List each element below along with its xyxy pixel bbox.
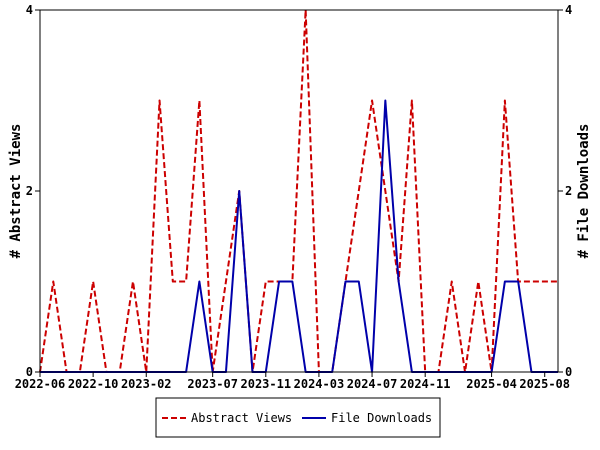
x-axis: 2022-06 2022-10 2023-02 2023-07 2023-11 2024-… [15, 372, 570, 391]
y-right-tick-label: 4 [565, 3, 572, 17]
x-tick-label: 2023-07 [187, 377, 238, 391]
legend-label-abstract-views: Abstract Views [191, 411, 292, 425]
y-right-tick-label: 0 [565, 365, 572, 379]
x-tick-label: 2025-08 [519, 377, 570, 391]
y-right-axis-title: # File Downloads [576, 124, 592, 259]
y-right-axis: 0 2 4 [558, 3, 572, 379]
y-left-tick-label: 4 [26, 3, 33, 17]
y-left-tick-label: 2 [26, 184, 33, 198]
y-left-tick-label: 0 [26, 365, 33, 379]
y-left-axis-title: # Abstract Views [8, 124, 24, 259]
x-tick-label: 2022-06 [15, 377, 66, 391]
y-right-tick-label: 2 [565, 184, 572, 198]
legend-label-file-downloads: File Downloads [331, 411, 432, 425]
x-tick-label: 2024-07 [347, 377, 398, 391]
legend: Abstract Views File Downloads [155, 397, 441, 438]
x-tick-label: 2025-04 [466, 377, 517, 391]
x-tick-label: 2023-02 [121, 377, 172, 391]
x-tick-label: 2024-03 [294, 377, 345, 391]
x-tick-label: 2022-10 [68, 377, 119, 391]
x-tick-label: 2023-11 [241, 377, 292, 391]
x-tick-label: 2024-11 [400, 377, 451, 391]
y-left-axis: 0 2 4 [26, 3, 40, 379]
legend-box [155, 397, 441, 438]
